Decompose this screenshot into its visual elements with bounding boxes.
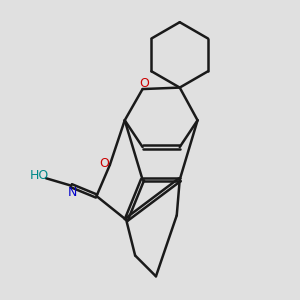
Text: HO: HO (30, 169, 49, 182)
Text: O: O (100, 157, 110, 170)
Text: N: N (68, 186, 77, 199)
Text: O: O (139, 77, 149, 90)
